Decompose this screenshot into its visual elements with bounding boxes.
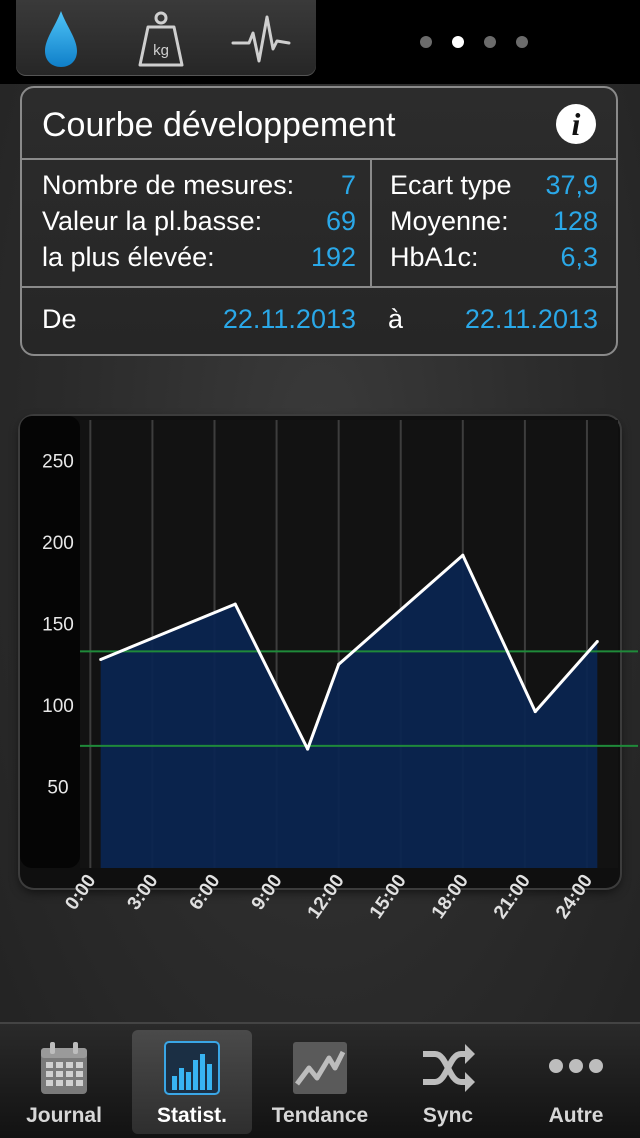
y-tick-label: 150 [42, 615, 74, 636]
data-point [533, 710, 537, 714]
panel-title: Courbe développement [42, 106, 396, 144]
stat-value-stddev: 37,9 [545, 170, 598, 200]
tab-label: Sync [422, 1104, 474, 1127]
data-point [595, 640, 599, 644]
glucose-area [100, 555, 598, 868]
range-from-date[interactable]: 22.11.2013 [222, 304, 356, 334]
x-tick-label: 0:00 [61, 871, 100, 914]
tab-label: Journal [26, 1104, 102, 1127]
x-tick-label: 3:00 [124, 871, 163, 914]
x-tick-label: 18:00 [428, 871, 473, 923]
statistics-panel: Courbe développement i Nombre de mesures… [20, 86, 618, 356]
stat-value-hba1c: 6,3 [560, 242, 598, 272]
bottom-tab-bar: Journal Statist. Tendance Sync [0, 1022, 640, 1138]
page-dot[interactable] [516, 36, 528, 48]
divider [22, 286, 616, 288]
data-point [306, 747, 310, 751]
more-dots-icon [549, 1059, 603, 1073]
measure-type-tabs: kg [16, 0, 316, 76]
x-tick-label: 9:00 [248, 871, 287, 914]
tab-statistics[interactable]: Statist. [132, 1030, 252, 1134]
page-indicator [420, 36, 540, 50]
stat-label-lowest: Valeur la pl.basse: [42, 206, 263, 236]
data-point [233, 602, 237, 606]
y-axis-strip [20, 416, 80, 868]
y-tick-label: 250 [42, 452, 74, 473]
tab-weight[interactable]: kg [116, 6, 206, 72]
tab-journal[interactable]: Journal [4, 1030, 124, 1134]
stat-label-average: Moyenne: [390, 206, 509, 236]
chart-svg: 250 200 150 100 50 0:00 3:00 6:00 9:00 12:00 15:00… [20, 416, 638, 923]
stat-value-highest: 192 [310, 242, 356, 272]
stat-label-hba1c: HbA1c: [390, 242, 479, 272]
tab-trend[interactable]: Tendance [260, 1030, 380, 1134]
tab-pulse[interactable] [216, 6, 306, 72]
data-point [99, 657, 103, 661]
data-point [461, 553, 465, 557]
divider [22, 158, 616, 160]
data-point [337, 662, 341, 666]
tab-more[interactable]: Autre [516, 1030, 636, 1134]
stat-value-average: 128 [552, 206, 598, 236]
x-tick-label: 12:00 [304, 871, 349, 923]
calendar-icon [41, 1042, 87, 1094]
glucose-chart: 250 200 150 100 50 0:00 3:00 6:00 9:00 12:00 15:00… [20, 416, 638, 923]
tab-label: Autre [548, 1104, 604, 1127]
page-dot-active[interactable] [452, 36, 464, 48]
glucose-drop-icon [45, 11, 77, 67]
page-dot[interactable] [420, 36, 432, 48]
weight-kg-icon: kg [138, 11, 184, 67]
shuffle-icon [423, 1044, 475, 1092]
y-tick-label: 100 [42, 696, 74, 717]
divider [370, 158, 372, 286]
tab-sync[interactable]: Sync [388, 1030, 508, 1134]
tab-label: Tendance [271, 1104, 369, 1127]
stat-value-count: 7 [340, 170, 356, 200]
stat-label-count: Nombre de mesures: [42, 170, 295, 200]
stat-value-lowest: 69 [325, 206, 356, 236]
x-tick-label: 6:00 [186, 871, 225, 914]
weight-kg-label: kg [153, 42, 169, 59]
info-icon[interactable]: i [556, 104, 596, 144]
x-tick-label: 24:00 [552, 871, 597, 923]
stat-label-highest: la plus élevée: [42, 242, 215, 272]
x-tick-label: 21:00 [490, 871, 535, 923]
range-from-label: De [42, 304, 77, 334]
pulse-icon [231, 15, 291, 63]
range-to-label: à [388, 304, 404, 334]
y-tick-label: 200 [42, 533, 74, 554]
stat-label-stddev: Ecart type [390, 170, 512, 200]
page-dot[interactable] [484, 36, 496, 48]
y-tick-label: 50 [47, 778, 68, 799]
range-to-date[interactable]: 22.11.2013 [464, 304, 598, 334]
top-bar: kg [0, 0, 640, 84]
tab-glucose[interactable] [16, 6, 106, 72]
x-tick-label: 15:00 [366, 871, 411, 923]
bar-chart-icon [164, 1041, 220, 1095]
tab-label: Statist. [156, 1104, 227, 1127]
trend-icon [293, 1042, 347, 1094]
